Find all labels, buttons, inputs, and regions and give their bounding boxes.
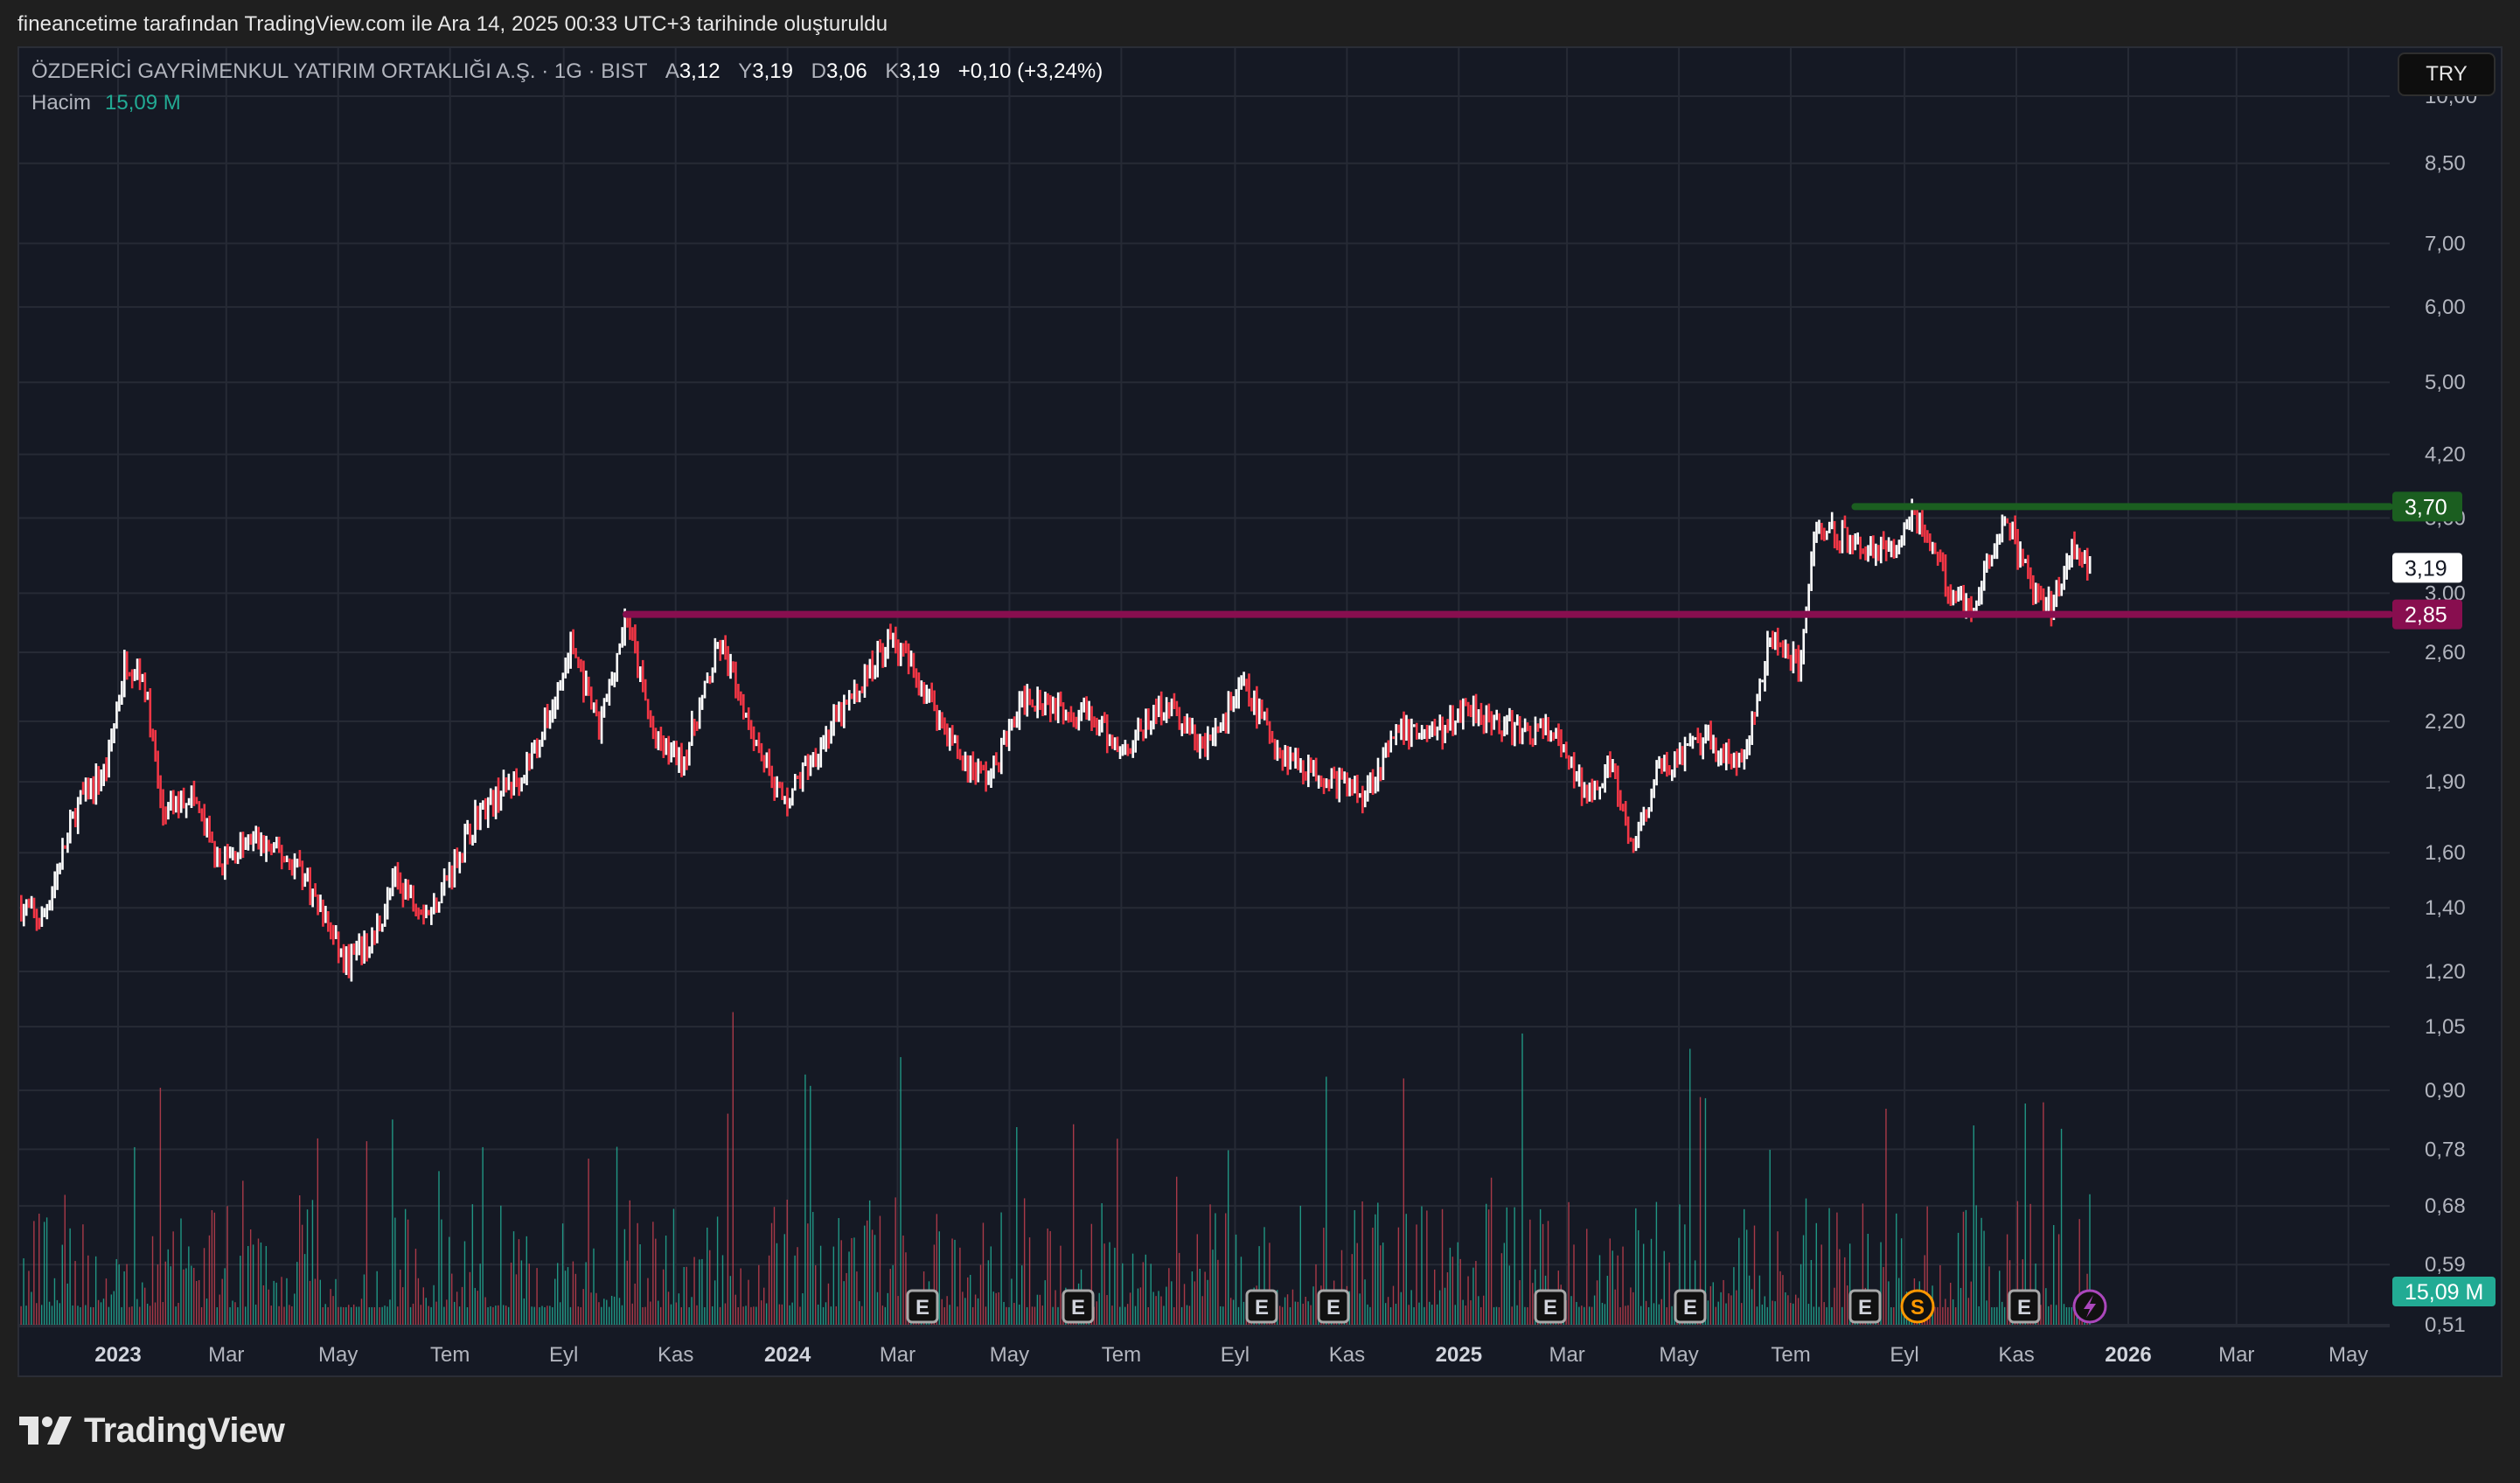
tradingview-logo-icon [19,1416,72,1445]
price-tick-label: 7,00 [2425,232,2466,255]
price-tick-label: 1,05 [2425,1015,2466,1039]
earnings-marker-icon [1245,1289,1278,1324]
price-tick-label: 1,90 [2425,770,2466,794]
price-candles [20,498,2092,982]
time-tick-label: Mar [1549,1343,1584,1367]
price-tick-label: 0,51 [2425,1313,2466,1337]
grid-lines [19,48,2390,1327]
price-tick-label: 0,78 [2425,1138,2466,1161]
earnings-marker-icon [1317,1289,1350,1324]
tradingview-logo[interactable]: TradingView [19,1411,285,1451]
price-tick-label: 2,60 [2425,641,2466,665]
price-tick-label: 1,60 [2425,841,2466,865]
last-price-badge [2392,553,2462,583]
time-tick-label: 2024 [764,1343,811,1367]
price-axis[interactable]: 10,008,507,006,005,004,203,603,002,602,2… [2425,85,2477,1337]
time-tick-label: Tem [1102,1343,1141,1367]
currency-button[interactable]: TRY [2398,52,2496,96]
earnings-marker-label: E [915,1296,929,1319]
high-value: 3,19 [752,59,793,83]
time-tick-label: Mar [208,1343,244,1367]
low-label: D [811,59,826,83]
time-tick-label: May [2329,1343,2368,1367]
price-tick-label: 6,00 [2425,296,2466,319]
earnings-marker-label: E [1255,1296,1269,1319]
time-tick-label: Kas [658,1343,693,1367]
volume-badge-label: 15,09 M [2405,1280,2483,1305]
resistance-badge [2392,491,2462,522]
volume-bars [20,1012,2091,1325]
resistance-badge-label: 3,70 [2405,495,2447,519]
price-tick-label: 5,00 [2425,371,2466,394]
time-tick-label: Eyl [549,1343,578,1367]
symbol-legend: ÖZDERİCİ GAYRİMENKUL YATIRIM ORTAKLIĞI A… [31,59,1103,84]
price-tick-label: 0,68 [2425,1194,2466,1218]
earnings-marker-icon [906,1289,939,1324]
split-marker-icon [1900,1289,1935,1324]
time-tick-label: Mar [2218,1343,2254,1367]
chart-caption: fineancetime tarafından TradingView.com … [17,12,888,36]
price-tick-label: 4,20 [2425,443,2466,467]
high-label: Y [738,59,753,83]
earnings-marker-label: E [1683,1296,1697,1319]
change-value: +0,10 (+3,24%) [957,59,1103,83]
time-tick-label: 2023 [94,1343,141,1367]
time-tick-label: Kas [1329,1343,1365,1367]
time-tick-label: Eyl [1890,1343,1918,1367]
time-tick-label: Tem [1771,1343,1810,1367]
earnings-marker-icon [1674,1289,1707,1324]
time-tick-label: Kas [1998,1343,2034,1367]
horizontal-lines[interactable] [623,503,2393,618]
symbol-name: ÖZDERİCİ GAYRİMENKUL YATIRIM ORTAKLIĞI A… [31,59,648,83]
last-price-badge-label: 3,19 [2405,556,2447,581]
time-axis[interactable]: 2023 Mar May Tem Eyl Kas 2024 Mar May Tem Eyl Kas 20… [94,1343,2368,1367]
split-marker-label: S [1911,1296,1925,1319]
support-badge-label: 2,85 [2405,603,2447,628]
earnings-marker-label: E [1543,1296,1557,1319]
open-value: 3,12 [679,59,720,83]
earnings-marker-label: E [1071,1296,1085,1319]
price-tick-label: 1,40 [2425,896,2466,920]
price-tick-label: 0,59 [2425,1253,2466,1277]
price-badges: 3,70 2,85 3,19 15,09 M [2392,491,2496,1306]
volume-badge [2392,1277,2496,1306]
close-label: K [885,59,900,83]
time-tick-label: May [318,1343,358,1367]
low-value: 3,06 [825,59,867,83]
earnings-marker-label: E [2017,1296,2031,1319]
open-label: A [665,59,679,83]
time-tick-label: Mar [880,1343,915,1367]
earnings-marker-label: E [1326,1296,1340,1319]
volume-label: Hacim [31,91,92,115]
time-tick-label: Eyl [1221,1343,1250,1367]
volume-legend: Hacim 15,09 M [31,91,181,115]
lightning-icon [2084,1295,2096,1318]
price-tick-label: 2,20 [2425,710,2466,734]
earnings-marker-icon [1534,1289,1567,1324]
earnings-marker-label: E [1858,1296,1872,1319]
earnings-marker-icon [1062,1289,1095,1324]
earnings-marker-icon [2008,1289,2041,1324]
price-tick-label: 1,20 [2425,960,2466,984]
close-value: 3,19 [899,59,941,83]
price-tick-label: 0,90 [2425,1079,2466,1103]
time-tick-label: Tem [430,1343,470,1367]
time-tick-label: May [990,1343,1029,1367]
brand-name: TradingView [84,1411,285,1450]
support-badge [2392,599,2462,630]
volume-value: 15,09 M [105,91,181,115]
earnings-marker-icon [1848,1289,1882,1324]
time-tick-label: 2026 [2105,1343,2151,1367]
price-tick-label: 8,50 [2425,152,2466,176]
time-tick-label: 2025 [1436,1343,1482,1367]
time-tick-label: May [1659,1343,1698,1367]
